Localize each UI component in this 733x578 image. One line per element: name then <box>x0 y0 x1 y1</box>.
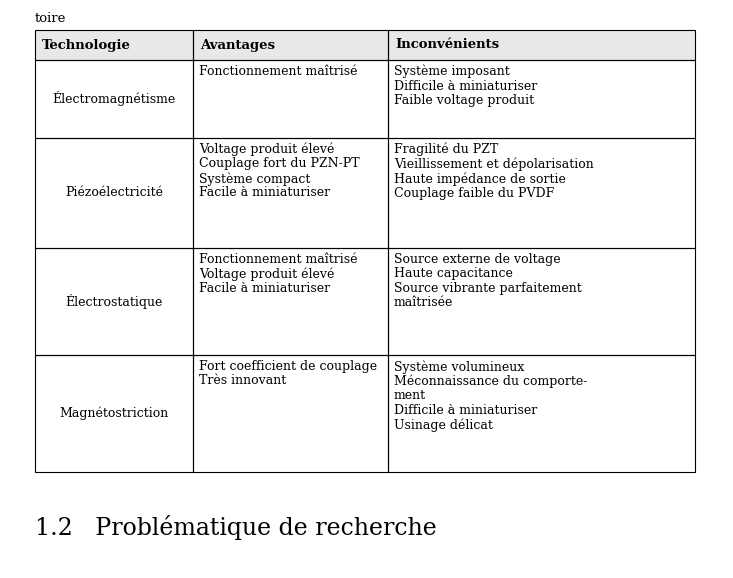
Text: Fonctionnement maîtrisé: Fonctionnement maîtrisé <box>199 253 358 266</box>
Text: Faible voltage produit: Faible voltage produit <box>394 94 534 107</box>
Text: Haute impédance de sortie: Haute impédance de sortie <box>394 172 566 186</box>
Bar <box>388 248 695 355</box>
Text: Couplage fort du PZN-PT: Couplage fort du PZN-PT <box>199 157 360 171</box>
Text: Électrostatique: Électrostatique <box>65 294 163 309</box>
Text: Fort coefficient de couplage: Fort coefficient de couplage <box>199 360 377 373</box>
Text: Technologie: Technologie <box>42 39 131 51</box>
Text: Méconnaissance du comporte-: Méconnaissance du comporte- <box>394 375 587 388</box>
Text: Vieillissement et dépolarisation: Vieillissement et dépolarisation <box>394 157 594 171</box>
Text: Haute capacitance: Haute capacitance <box>394 268 513 280</box>
Bar <box>193 30 388 60</box>
Bar <box>35 138 193 248</box>
Text: Voltage produit élevé: Voltage produit élevé <box>199 143 334 157</box>
Text: Système compact: Système compact <box>199 172 310 186</box>
Bar <box>35 355 193 472</box>
Text: Facile à miniaturiser: Facile à miniaturiser <box>199 187 330 199</box>
Bar <box>193 355 388 472</box>
Text: Système imposant: Système imposant <box>394 65 509 79</box>
Text: Difficile à miniaturiser: Difficile à miniaturiser <box>394 80 537 92</box>
Text: 1.2   Problématique de recherche: 1.2 Problématique de recherche <box>35 515 437 540</box>
Text: Avantages: Avantages <box>200 39 275 51</box>
Text: toire: toire <box>35 12 67 25</box>
Text: Système volumineux: Système volumineux <box>394 360 524 373</box>
Text: Source vibrante parfaitement: Source vibrante parfaitement <box>394 282 582 295</box>
Text: Facile à miniaturiser: Facile à miniaturiser <box>199 282 330 295</box>
Bar <box>193 248 388 355</box>
Bar <box>35 60 193 138</box>
Text: Piézoélectricité: Piézoélectricité <box>65 187 163 199</box>
Text: Fonctionnement maîtrisé: Fonctionnement maîtrisé <box>199 65 358 78</box>
Bar <box>35 30 193 60</box>
Text: Voltage produit élevé: Voltage produit élevé <box>199 268 334 281</box>
Bar <box>35 248 193 355</box>
Text: Source externe de voltage: Source externe de voltage <box>394 253 561 266</box>
Text: ment: ment <box>394 389 426 402</box>
Bar <box>193 138 388 248</box>
Bar <box>388 355 695 472</box>
Text: Magnétostriction: Magnétostriction <box>59 407 169 420</box>
Text: Fragilité du PZT: Fragilité du PZT <box>394 143 498 157</box>
Bar <box>388 60 695 138</box>
Text: Couplage faible du PVDF: Couplage faible du PVDF <box>394 187 554 199</box>
Bar <box>193 60 388 138</box>
Text: maîtrisée: maîtrisée <box>394 297 454 309</box>
Bar <box>35 30 695 60</box>
Text: Difficile à miniaturiser: Difficile à miniaturiser <box>394 403 537 417</box>
Text: Inconvénients: Inconvénients <box>395 39 499 51</box>
Bar <box>388 138 695 248</box>
Text: Usinage délicat: Usinage délicat <box>394 418 493 432</box>
Text: Très innovant: Très innovant <box>199 375 287 387</box>
Text: Électromagnétisme: Électromagnétisme <box>52 91 176 106</box>
Bar <box>388 30 695 60</box>
